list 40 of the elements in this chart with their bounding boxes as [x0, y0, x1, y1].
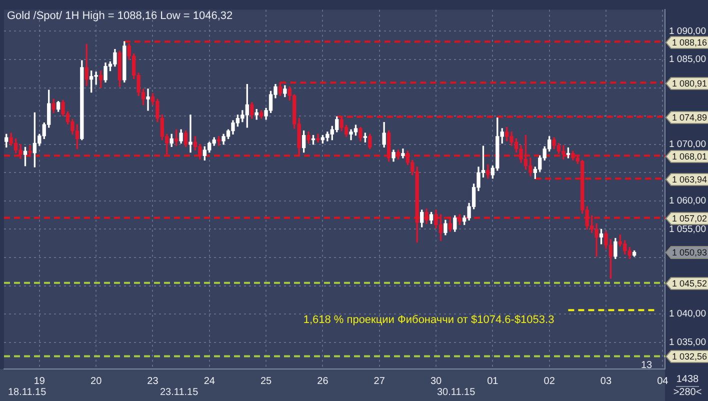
- x-tick-label: 30: [430, 376, 442, 387]
- data-label: 1 088,16: [672, 37, 708, 48]
- candlestick: [146, 88, 150, 111]
- x-tick-label: 24: [204, 376, 216, 387]
- ref-line-label: 1 032,56: [672, 351, 708, 362]
- ref-line-label: 1 057,02: [672, 213, 708, 224]
- data-label: 1 074,89: [672, 112, 708, 122]
- candlestick: [188, 114, 192, 153]
- x-tick-label: 25: [260, 376, 272, 387]
- ref-line-label: 1 068,01: [672, 151, 708, 162]
- x-tick-label: 03: [600, 376, 612, 387]
- text: 18.11.15: [8, 387, 46, 399]
- annotation: 13: [641, 360, 652, 372]
- candlestick: [316, 134, 320, 142]
- x-tick-label: 02: [544, 376, 556, 387]
- text: 1438: [676, 374, 699, 386]
- y-tick-label: 1 055,00: [669, 224, 706, 235]
- candlestick: [28, 145, 32, 158]
- data-label: 1 063,94: [672, 174, 708, 184]
- text: 1 050,93: [672, 247, 708, 258]
- y-tick-label: 1 040,00: [669, 308, 706, 320]
- y-tick-label: 1 060,00: [669, 196, 706, 207]
- x-tick-label: 26: [317, 376, 329, 387]
- text: >280<: [673, 386, 702, 398]
- y-tick-label: 1 085,00: [669, 54, 706, 66]
- data-label: 1 080,91: [672, 78, 708, 88]
- text: 30.11.15: [437, 387, 476, 399]
- x-tick-label: 01: [487, 376, 499, 387]
- text: 23.11.15: [160, 387, 198, 399]
- x-tick-label: 19: [34, 376, 46, 387]
- ref-line-label: 1 045,52: [672, 278, 708, 288]
- series-label: 1,618 % проекции Фибоначчи от $1074.6-$1053.3: [303, 314, 554, 326]
- y-tick-label: 1 070,00: [669, 138, 706, 150]
- x-tick-label: 04: [657, 376, 669, 387]
- x-tick-label: 20: [90, 376, 102, 387]
- y-tick-label: 1 090,00: [669, 26, 706, 37]
- y-tick-label: 1 035,00: [669, 337, 706, 348]
- x-tick-label: 23: [147, 376, 159, 387]
- x-tick-label: 27: [374, 376, 386, 387]
- chart-title: Gold /Spot/ 1H High = 1088,16 Low = 1046,32: [7, 10, 233, 22]
